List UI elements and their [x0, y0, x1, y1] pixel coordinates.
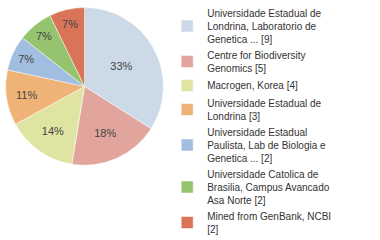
svg-text:33%: 33%: [110, 60, 132, 72]
svg-text:Mined from GenBank, NCBI[2]: Mined from GenBank, NCBI[2]: [207, 211, 331, 235]
svg-text:Universidade Estadual deLondri: Universidade Estadual deLondrina [3]: [207, 98, 321, 122]
svg-text:11%: 11%: [16, 89, 37, 101]
svg-text:7%: 7%: [36, 30, 52, 42]
svg-text:18%: 18%: [94, 127, 116, 139]
svg-text:Universidade EstadualPaulista,: Universidade EstadualPaulista, Lab de Bi…: [207, 127, 326, 164]
svg-text:7%: 7%: [62, 18, 78, 30]
svg-text:7%: 7%: [18, 53, 34, 65]
svg-text:Centre for BiodiversityGenomic: Centre for BiodiversityGenomics [5]: [207, 50, 305, 74]
svg-text:Macrogen, Korea [4]: Macrogen, Korea [4]: [207, 80, 298, 91]
svg-text:14%: 14%: [42, 125, 64, 137]
svg-text:Universidade Estadual deLondri: Universidade Estadual deLondrina, Labora…: [207, 8, 321, 45]
svg-text:Universidade Catolica deBrasil: Universidade Catolica deBrasilia, Campus…: [207, 169, 330, 206]
